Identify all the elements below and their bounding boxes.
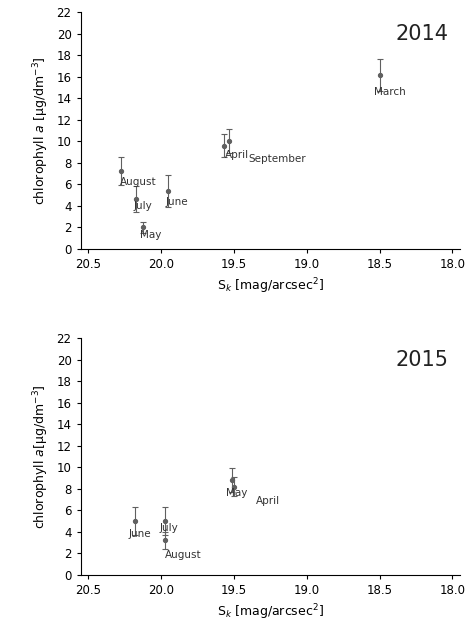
Text: July: July	[159, 523, 178, 533]
Text: March: March	[374, 87, 405, 97]
X-axis label: S$_k$ [mag/arcsec$^2$]: S$_k$ [mag/arcsec$^2$]	[217, 603, 324, 618]
Text: July: July	[133, 201, 152, 211]
X-axis label: S$_k$ [mag/arcsec$^2$]: S$_k$ [mag/arcsec$^2$]	[217, 276, 324, 296]
Y-axis label: chlorophyll $a$ [μg/dm$^{-3}$]: chlorophyll $a$ [μg/dm$^{-3}$]	[31, 56, 51, 205]
Y-axis label: chlorophyll $a$[μg/dm$^{-3}$]: chlorophyll $a$[μg/dm$^{-3}$]	[31, 384, 51, 529]
Text: May: May	[227, 488, 248, 498]
Text: 2014: 2014	[395, 24, 448, 44]
Text: May: May	[140, 230, 162, 240]
Text: June: June	[165, 197, 188, 206]
Text: August: August	[120, 177, 156, 187]
Text: August: August	[165, 549, 202, 559]
Text: April: April	[255, 496, 280, 506]
Text: September: September	[248, 154, 306, 164]
Text: April: April	[225, 150, 249, 161]
Text: June: June	[129, 529, 151, 539]
Text: 2015: 2015	[395, 350, 448, 370]
